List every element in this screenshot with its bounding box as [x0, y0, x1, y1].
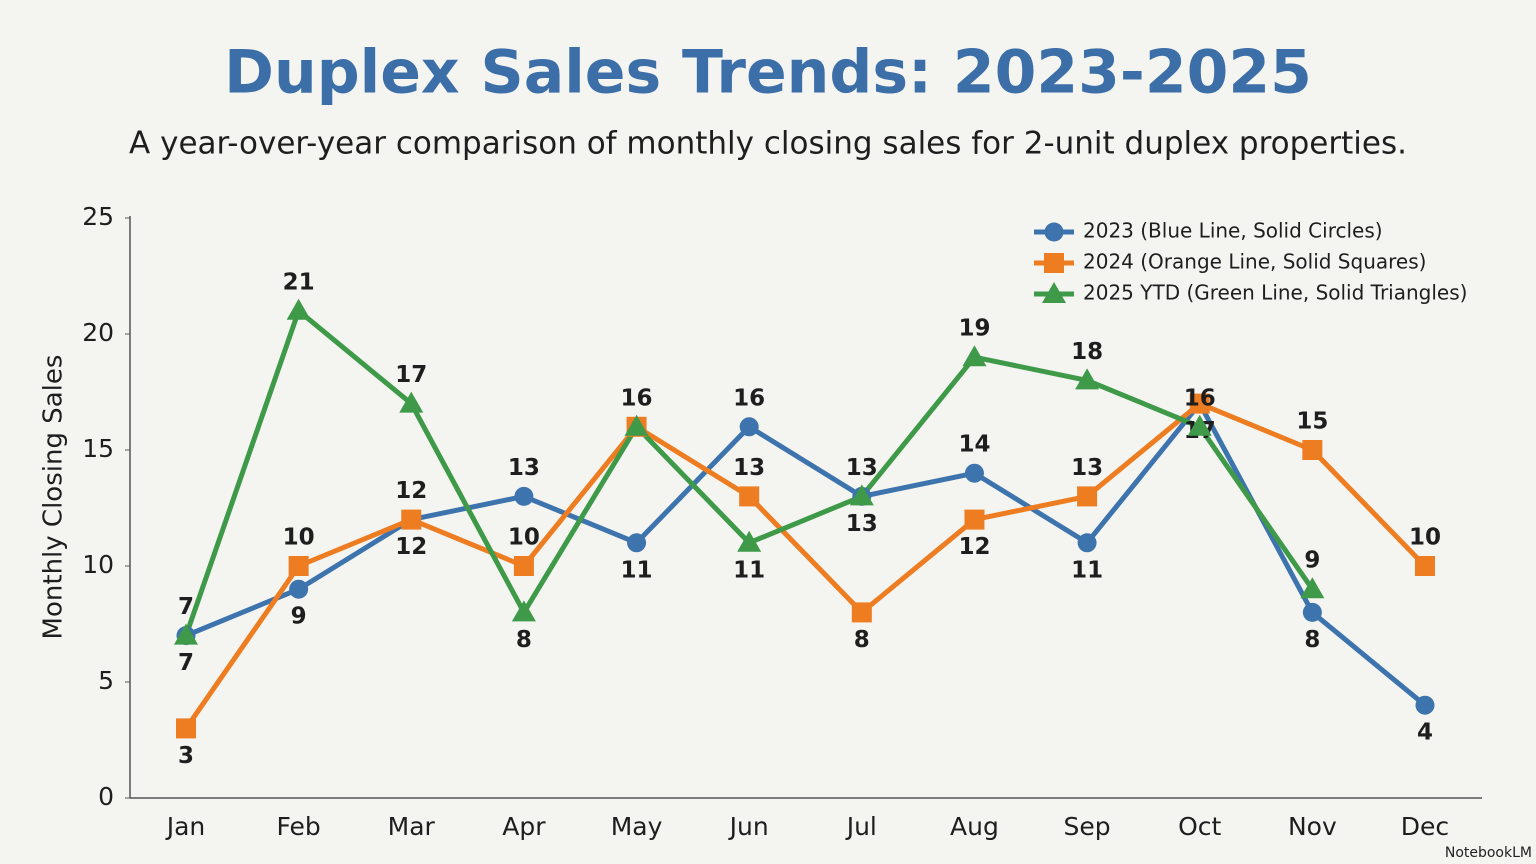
data-point [1075, 368, 1100, 390]
chart-title: Duplex Sales Trends: 2023-2025 [224, 38, 1312, 108]
data-label: 9 [291, 604, 307, 630]
y-tick-label: 0 [98, 782, 114, 811]
data-point [964, 509, 985, 530]
data-point [962, 345, 987, 367]
data-label: 7 [178, 594, 194, 620]
data-label: 21 [283, 269, 315, 295]
data-point [399, 391, 424, 413]
x-tick-label: Nov [1288, 812, 1337, 841]
data-point [739, 417, 759, 437]
data-point [1187, 414, 1212, 436]
data-point [513, 556, 534, 576]
data-point [289, 579, 309, 599]
data-point [739, 486, 760, 507]
legend-item: 2024 (Orange Line, Solid Squares) [1034, 250, 1426, 274]
data-label: 3 [178, 743, 194, 769]
legend-label: 2025 YTD (Green Line, Solid Triangles) [1083, 281, 1467, 305]
x-tick-label: Apr [502, 812, 546, 841]
data-label: 10 [1409, 525, 1441, 551]
legend-marker [1044, 222, 1064, 242]
data-label: 17 [395, 362, 427, 388]
data-label: 13 [733, 455, 765, 481]
data-label: 15 [1296, 409, 1328, 435]
legend-item: 2023 (Blue Line, Solid Circles) [1034, 219, 1383, 243]
data-point [1189, 393, 1210, 414]
data-label: 10 [508, 525, 540, 551]
x-tick-label: May [611, 812, 663, 841]
data-label: 10 [283, 525, 315, 551]
x-tick-label: Oct [1178, 812, 1221, 841]
chart-subtitle: A year-over-year comparison of monthly c… [129, 126, 1407, 162]
data-point [174, 623, 198, 645]
data-label: 9 [1304, 548, 1320, 574]
watermark: NotebookLM [1445, 845, 1532, 861]
x-tick-label: Dec [1401, 812, 1449, 841]
data-point [737, 530, 762, 552]
data-label: 16 [733, 385, 765, 411]
x-tick-label: Mar [388, 812, 436, 841]
data-point [288, 556, 309, 576]
data-point [1300, 577, 1325, 599]
data-label: 19 [958, 316, 990, 342]
y-tick-label: 15 [82, 434, 114, 463]
data-point [1077, 486, 1098, 507]
data-label: 13 [508, 455, 540, 481]
data-point [176, 718, 196, 739]
data-point [1302, 440, 1323, 460]
data-point [1415, 556, 1435, 576]
data-label: 13 [846, 511, 878, 537]
data-label: 12 [958, 534, 990, 560]
y-tick-label: 10 [82, 550, 114, 579]
legend-marker [1042, 282, 1066, 303]
data-label: 12 [395, 478, 427, 504]
data-label: 16 [621, 385, 653, 411]
data-label: 18 [1071, 339, 1103, 365]
series-line [185, 401, 1427, 708]
data-point [1302, 602, 1322, 622]
data-label: 14 [958, 432, 990, 458]
data-point [624, 414, 649, 436]
data-label: 8 [516, 627, 532, 653]
data-label: 11 [1071, 557, 1103, 583]
y-tick-label: 25 [82, 202, 114, 231]
legend-label: 2023 (Blue Line, Solid Circles) [1083, 219, 1383, 243]
data-point [401, 509, 422, 530]
data-point [851, 602, 872, 623]
x-tick-label: Jan [165, 812, 206, 841]
data-label: 13 [846, 455, 878, 481]
data-label: 13 [1071, 455, 1103, 481]
legend-item: 2025 YTD (Green Line, Solid Triangles) [1034, 281, 1467, 305]
data-point [511, 600, 536, 622]
y-tick-label: 20 [82, 318, 114, 347]
data-point [1415, 695, 1435, 715]
data-point [514, 486, 534, 506]
data-label: 8 [854, 627, 870, 653]
legend-marker [1044, 253, 1064, 273]
data-label: 7 [178, 650, 194, 676]
data-label: 8 [1304, 627, 1320, 653]
x-tick-label: Feb [277, 812, 321, 841]
x-tick-label: Aug [950, 812, 999, 841]
data-label: 11 [733, 557, 765, 583]
data-point [286, 298, 311, 320]
x-tick-label: Sep [1064, 812, 1111, 841]
data-point [964, 463, 984, 483]
data-label: 12 [395, 534, 427, 560]
data-label: 11 [621, 557, 653, 583]
x-tick-label: Jul [845, 812, 877, 841]
legend-label: 2024 (Orange Line, Solid Squares) [1083, 250, 1426, 274]
x-tick-label: Jun [728, 812, 769, 841]
data-point [1077, 533, 1097, 553]
data-label: 16 [1184, 385, 1216, 411]
y-tick-label: 5 [98, 666, 114, 695]
data-point [627, 533, 647, 553]
series-line [183, 401, 1427, 730]
y-axis-title: Monthly Closing Sales [39, 355, 69, 640]
data-point [849, 484, 874, 506]
data-label: 4 [1417, 720, 1433, 746]
